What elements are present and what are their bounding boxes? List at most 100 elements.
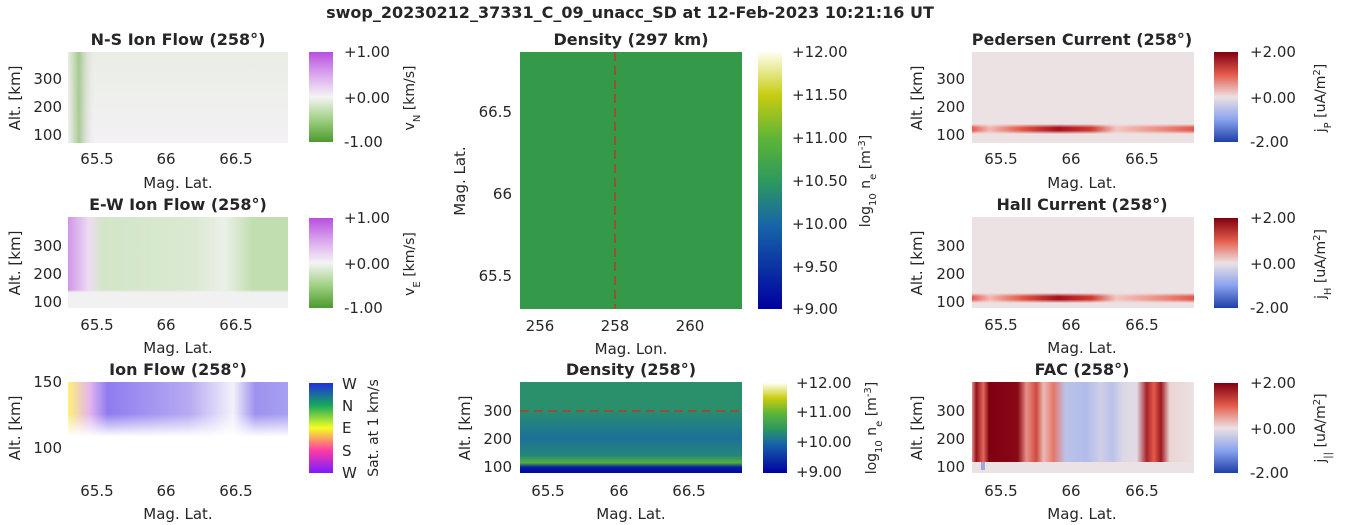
ped-x-axis: 65.5 66 66.5 Mag. Lat. [984,150,1158,192]
ns-y-axis: 300 200 100 Alt. [km] [6,66,62,144]
ns-xtick: 66.5 [219,150,252,168]
ped-ytick: 100 [936,126,965,144]
ns-cbtick: +0.00 [344,89,390,107]
ns-ytick: 300 [33,70,62,88]
ew-xtick: 66 [156,316,175,334]
ns-cblabel: vN [km/s] [402,66,423,131]
ew-title: E-W Ion Flow (258°) [89,195,267,214]
ped-xtick: 66 [1061,150,1080,168]
ped-y-axis: 300 200 100 Alt. [km] [908,66,965,144]
panel-density-297: Density (297 km) 66.5 66 65.5 Mag. Lat. … [451,30,879,358]
hall-cbtick: +0.00 [1250,255,1296,273]
d297-title: Density (297 km) [553,30,708,49]
ew-xtick: 66.5 [219,316,252,334]
fac-ytick: 300 [936,402,965,420]
d297-y-axis: 66.5 66 65.5 Mag. Lat. [451,103,512,285]
panel-pedersen-current: Pedersen Current (258°) 300 200 100 Alt.… [908,30,1334,192]
panel-ns-ion-flow: N-S Ion Flow (258°) 300 200 100 Alt. [km… [6,30,423,192]
d258-cbtick: +9.00 [796,463,842,481]
ped-cblabel: jP [uA/m2] [1312,64,1334,133]
panel-density-258: Density (258°) 300 200 100 Alt. [km] 65.… [456,360,885,523]
panel-fac: FAC (258°) 300 200 100 Alt. [km] 65.5 66… [908,360,1334,523]
ped-cbtick: -2.00 [1250,133,1289,151]
d258-ytick: 200 [483,430,512,448]
d297-cbtick: +9.50 [792,258,838,276]
ew-cbtick: +1.00 [344,209,390,227]
ped-ytick: 300 [936,70,965,88]
d297-xtick: 256 [526,317,555,335]
ped-band [972,124,1194,134]
d297-xlabel: Mag. Lon. [595,340,668,358]
ew-colorbar [309,218,333,308]
if-cbtick: W [342,375,357,393]
ped-title: Pedersen Current (258°) [972,30,1193,49]
d258-ytick: 300 [483,402,512,420]
d258-heatmap-bump [520,382,742,473]
d258-colorbar [763,383,787,473]
ns-cbtick: -1.00 [344,133,383,151]
d297-ylabel: Mag. Lat. [451,146,469,215]
if-heatmap [68,382,288,473]
fac-title: FAC (258°) [1035,360,1130,379]
ns-heatmap-band [68,52,288,143]
if-y-axis: 150 100 Alt. [km] [6,373,62,460]
d297-cblabel: log10 ne [m-3] [857,135,879,228]
ped-ytick: 200 [936,98,965,116]
fac-heatmap [972,382,1194,473]
fac-cbtick: +0.00 [1250,420,1296,438]
ns-colorbar [309,52,333,142]
ew-ylabel: Alt. [km] [6,231,24,296]
ew-cbtick: +0.00 [344,255,390,273]
d297-cbtick: +9.00 [792,300,838,318]
hall-ytick: 100 [936,293,965,311]
ns-cbtick: +1.00 [344,43,390,61]
if-cbtick: S [342,442,352,460]
fac-cbtick: +2.00 [1250,374,1296,392]
if-ytick: 100 [33,439,62,457]
ew-ytick: 300 [33,237,62,255]
d258-xtick: 65.5 [531,482,564,500]
ew-ytick: 200 [33,265,62,283]
d297-ytick: 66.5 [479,103,512,121]
hall-xtick: 66.5 [1125,316,1158,334]
fac-y-axis: 300 200 100 Alt. [km] [908,396,965,476]
fac-xtick: 65.5 [984,482,1017,500]
hall-heatmap [972,217,1194,308]
d258-ylabel: Alt. [km] [456,396,474,461]
d258-x-axis: 65.5 66 66.5 Mag. Lat. [531,482,705,523]
fac-ylabel: Alt. [km] [908,396,926,461]
if-xlabel: Mag. Lat. [143,505,212,523]
panel-hall-current: Hall Current (258°) 300 200 100 Alt. [km… [908,195,1334,357]
if-cbtick: W [342,464,357,482]
fac-ytick: 100 [936,458,965,476]
d297-cbtick: +11.50 [792,86,848,104]
d297-xtick: 258 [601,317,630,335]
hall-xtick: 66 [1061,316,1080,334]
fac-xtick: 66 [1061,482,1080,500]
ns-xtick: 66 [156,150,175,168]
ped-cbtick: +0.00 [1250,89,1296,107]
d258-ytick: 100 [483,458,512,476]
fac-heatmap-spot [981,462,985,470]
ew-xtick: 65.5 [80,316,113,334]
ns-xlabel: Mag. Lat. [143,174,212,192]
d297-heatmap [520,52,742,309]
d258-xtick: 66.5 [672,482,705,500]
d297-ytick: 65.5 [479,267,512,285]
ped-xtick: 65.5 [984,150,1017,168]
ew-cblabel: vE [km/s] [402,232,423,296]
fac-ytick: 200 [936,430,965,448]
ew-y-axis: 300 200 100 Alt. [km] [6,231,62,311]
ped-xlabel: Mag. Lat. [1047,174,1116,192]
ns-ytick: 200 [33,98,62,116]
if-xtick: 66.5 [219,482,252,500]
ped-xtick: 66.5 [1125,150,1158,168]
hall-ylabel: Alt. [km] [908,231,926,296]
d297-colorbar [758,52,782,309]
hall-ytick: 300 [936,237,965,255]
d258-xlabel: Mag. Lat. [596,505,665,523]
ns-ytick: 100 [33,126,62,144]
if-cbtick: N [342,397,353,415]
d297-ytick: 66 [493,185,512,203]
